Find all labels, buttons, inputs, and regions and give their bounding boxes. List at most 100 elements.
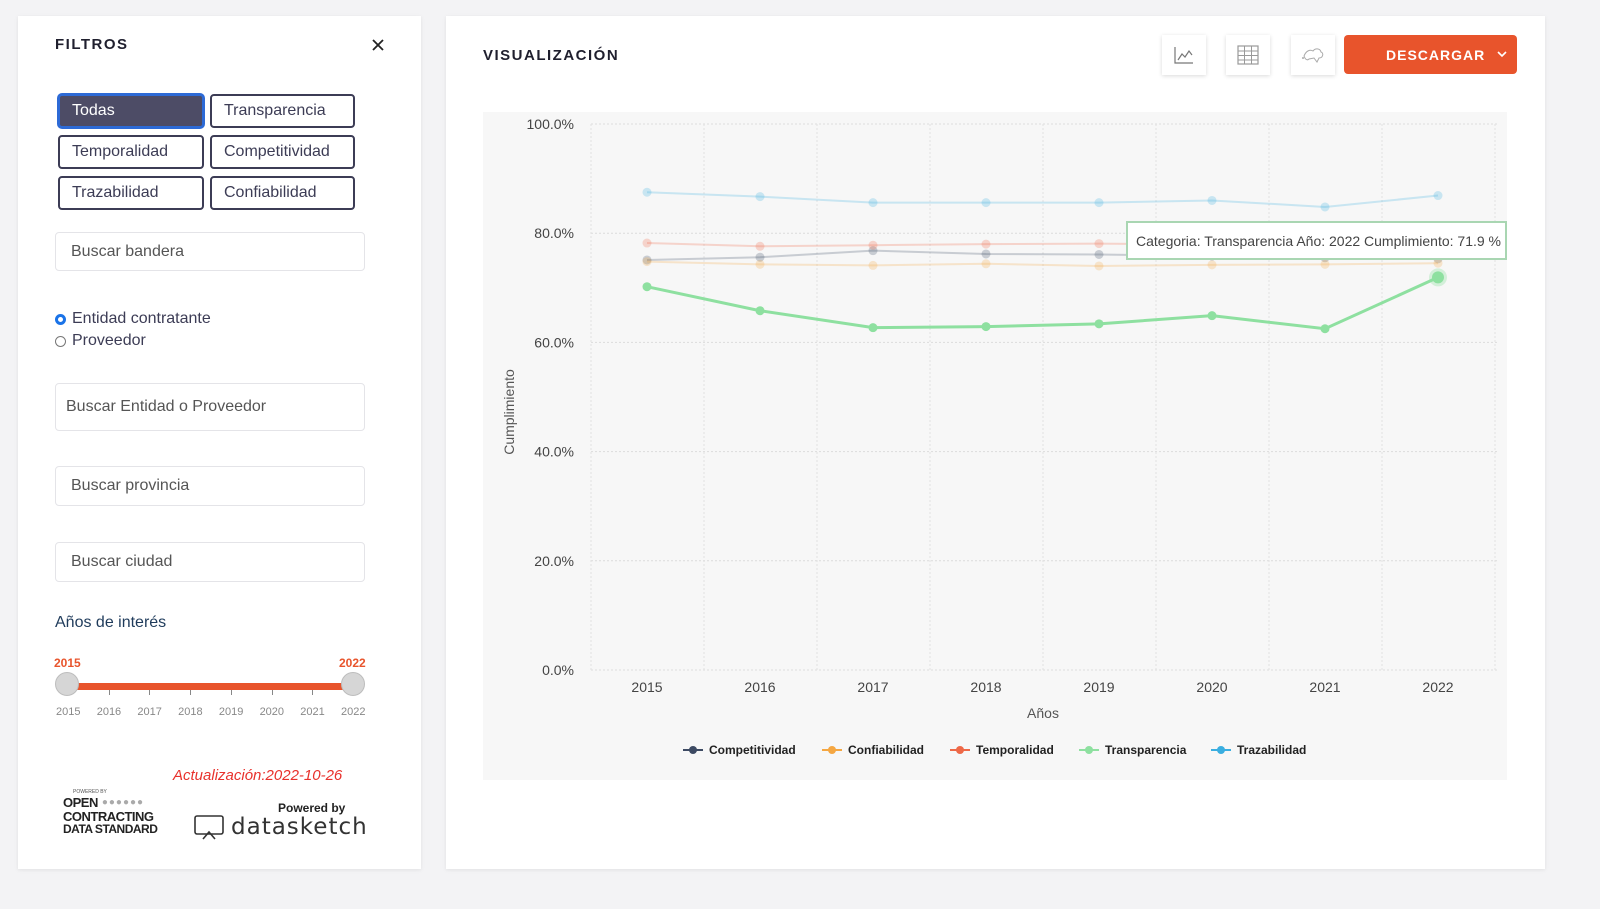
line-chart-button[interactable] (1162, 35, 1206, 75)
series-line-trazabilidad (646, 191, 1439, 208)
series-point-trazabilidad (868, 198, 878, 208)
chip-confiabilidad[interactable]: Confiabilidad (210, 176, 355, 210)
series-point-temporalidad (755, 241, 765, 251)
update-date: Actualización:2022-10-26 (173, 767, 343, 784)
legend-marker (1211, 745, 1231, 755)
legend-item-trazabilidad[interactable]: Trazabilidad (1211, 743, 1306, 757)
x-tick-label: 2015 (631, 679, 662, 695)
ocds-line2: CONTRACTING (63, 809, 154, 824)
table-button[interactable] (1226, 35, 1270, 75)
series-point-trazabilidad (1207, 195, 1217, 205)
ocds-line1: OPEN (63, 795, 98, 810)
series-point-trazabilidad (642, 187, 652, 197)
year-start-handle[interactable] (55, 672, 79, 696)
series-point-trazabilidad (755, 192, 765, 202)
chip-temporalidad[interactable]: Temporalidad (58, 135, 204, 169)
legend-label: Competitividad (709, 743, 796, 757)
y-tick-label: 20.0% (534, 553, 574, 569)
powered-by-label: Powered by (278, 801, 346, 815)
radio-indicator[interactable] (55, 335, 66, 347)
x-tick-label: 2020 (1196, 679, 1227, 695)
year-tick-mark (190, 690, 192, 695)
chart-area: 0.0% 20.0% 40.0% 60.0% 80.0% 100.0% 2015 2016 20… (483, 112, 1507, 780)
ocds-dots: ●●●●●● (101, 797, 145, 808)
map-button[interactable] (1291, 35, 1335, 75)
series-point-transparencia (755, 306, 765, 316)
year-range-track[interactable] (67, 683, 353, 690)
legend-item-transparencia[interactable]: Transparencia (1079, 743, 1186, 757)
series-point-transparencia (1320, 324, 1330, 334)
ocds-logo: POWERED BY OPEN ●●●●●● CONTRACTING DATA … (63, 789, 158, 836)
y-tick-label: 80.0% (534, 225, 574, 241)
chip-trazabilidad[interactable]: Trazabilidad (58, 176, 204, 210)
y-tick-label: 0.0% (542, 662, 574, 678)
year-tick-label: 2021 (300, 706, 325, 718)
search-city-input[interactable]: Buscar ciudad (55, 542, 365, 582)
series-point-confiabilidad (868, 260, 878, 270)
year-tick-label: 2022 (341, 706, 366, 718)
x-tick-label: 2022 (1422, 679, 1453, 695)
year-tick-label: 2016 (96, 706, 122, 718)
download-button[interactable]: DESCARGAR (1344, 35, 1517, 74)
year-tick-label: 2019 (218, 706, 244, 718)
radio-entidad-label: Entidad contratante (72, 310, 211, 327)
series-point-competitividad (868, 246, 878, 256)
search-entity-input[interactable]: Buscar Entidad o Proveedor (55, 383, 365, 431)
close-icon[interactable] (368, 35, 388, 55)
year-tick-label: 2020 (259, 706, 285, 718)
radio-selected-indicator[interactable] (55, 313, 66, 325)
map-icon (1302, 48, 1324, 63)
legend-label: Confiabilidad (848, 743, 924, 757)
x-tick-label: 2021 (1309, 679, 1340, 695)
y-tick-label: 60.0% (534, 334, 574, 350)
monitor-icon (194, 815, 224, 840)
series-point-temporalidad (1094, 239, 1104, 249)
datasketch-logo: Powered by datasketch (193, 801, 368, 841)
series-point-competitividad (981, 249, 991, 259)
chip-transparencia[interactable]: Transparencia (210, 94, 355, 128)
filters-title: FILTROS (55, 36, 129, 53)
legend-marker (683, 745, 703, 755)
year-tick-mark (149, 690, 151, 695)
year-tick-mark (312, 690, 314, 695)
y-axis-title: Cumplimiento (501, 369, 517, 455)
series-point-confiabilidad (1320, 259, 1330, 269)
search-province-input[interactable]: Buscar provincia (55, 466, 365, 506)
line-chart: 0.0% 20.0% 40.0% 60.0% 80.0% 100.0% 2015 2016 20… (501, 116, 1497, 721)
series-point-confiabilidad (642, 257, 652, 267)
legend-item-confiabilidad[interactable]: Confiabilidad (822, 743, 924, 757)
series-point-competitividad (642, 255, 652, 265)
year-end-handle[interactable] (341, 672, 365, 696)
series-point-temporalidad (981, 239, 991, 249)
radio-proveedor-label: Proveedor (72, 332, 146, 349)
chart-tooltip: Categoria: Transparencia Año: 2022 Cumpl… (1126, 221, 1507, 260)
series-point-competitividad (1094, 249, 1104, 259)
series-point-confiabilidad (1433, 258, 1443, 268)
ocds-line3: DATA STANDARD (63, 822, 158, 836)
download-label: DESCARGAR (1386, 46, 1486, 63)
x-tick-label: 2017 (857, 679, 888, 695)
series-point-trazabilidad (1320, 202, 1330, 212)
search-flag-input[interactable]: Buscar bandera (55, 232, 365, 271)
series-point-trazabilidad (981, 198, 991, 208)
legend-item-competitividad[interactable]: Competitividad (683, 743, 796, 757)
year-tick-mark (271, 690, 273, 695)
year-tick-mark (230, 690, 232, 695)
legend-item-temporalidad[interactable]: Temporalidad (950, 743, 1054, 757)
series-point-trazabilidad (1094, 198, 1104, 208)
x-axis-title: Años (1027, 705, 1059, 721)
series-point-transparencia (868, 323, 878, 333)
chip-todas[interactable]: Todas (58, 94, 204, 128)
viz-title: VISUALIZACIÓN (483, 47, 620, 64)
series-point-transparencia (981, 322, 991, 332)
radio-proveedor[interactable]: Proveedor (55, 332, 146, 350)
x-tick-label: 2016 (744, 679, 775, 695)
chip-competitividad[interactable]: Competitividad (210, 135, 355, 169)
y-tick-label: 40.0% (534, 444, 574, 460)
series-point-confiabilidad (1207, 260, 1217, 270)
series-point-confiabilidad (755, 259, 765, 269)
legend-marker (950, 745, 970, 755)
radio-entidad[interactable]: Entidad contratante (55, 310, 211, 328)
year-tick-label: 2017 (137, 706, 162, 718)
y-tick-label: 100.0% (527, 116, 574, 132)
